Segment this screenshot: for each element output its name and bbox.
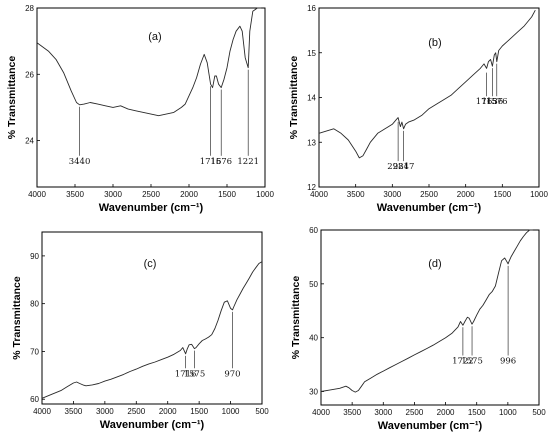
y-tick-label: 14	[307, 94, 316, 103]
x-tick-label: 3500	[65, 407, 83, 416]
x-tick-label: 2500	[142, 190, 160, 199]
x-tick-label: 1500	[493, 190, 511, 199]
panel-label-b: (b)	[428, 37, 441, 49]
x-tick-label: 500	[532, 408, 546, 417]
chart-panel-b: 4000 3500 3000 2500 2000 1500 1000 12 13 14 15 16 Wa…	[288, 4, 548, 214]
x-tick-label: 2000	[457, 190, 475, 199]
x-tick-label: 4000	[310, 190, 328, 199]
y-tick-label: 16	[307, 4, 316, 13]
chart-panel-c: 4000 3500 3000 2500 2000 1500 1000 500 60 70 80 90 W…	[11, 231, 269, 431]
y-tick-label: 80	[30, 300, 39, 309]
y-axis-title: % Transmittance	[6, 56, 18, 140]
x-tick-label: 3500	[347, 190, 365, 199]
peak-label-2847: 2847	[393, 162, 415, 172]
y-tick-label: 15	[307, 49, 316, 58]
y-axis-title: % Transmittance	[288, 56, 300, 140]
x-tick-label: 2500	[406, 408, 424, 417]
y-tick-label: 60	[30, 395, 39, 404]
y-tick-label: 28	[25, 4, 34, 13]
x-tick-label: 2500	[420, 190, 438, 199]
peak-label-2921: 2921	[387, 162, 409, 172]
peak-label-1576: 1576	[210, 157, 232, 167]
peak-label-1716: 1716	[175, 369, 197, 379]
panel-label-a: (a)	[148, 31, 161, 43]
x-tick-label: 500	[255, 407, 269, 416]
peak-label-1722: 1722	[452, 357, 474, 367]
y-axis-title: % Transmittance	[290, 276, 302, 360]
peak-label-1221: 1221	[237, 157, 259, 167]
peak-label-1715: 1715	[476, 97, 498, 107]
x-tick-label: 4000	[33, 407, 51, 416]
y-tick-label: 90	[30, 252, 39, 261]
y-axis-title: % Transmittance	[11, 276, 23, 360]
x-tick-label: 3000	[374, 408, 392, 417]
spectrum-line-b	[318, 9, 536, 159]
x-tick-label: 2000	[437, 408, 455, 417]
x-tick-label: 4000	[312, 408, 330, 417]
panel-label-d: (d)	[428, 258, 441, 270]
chart-panel-d: 4000 3500 3000 2500 2000 1500 1000 500 30 40 50 60 W…	[290, 226, 546, 432]
peak-label-1576: 1576	[486, 97, 508, 107]
x-axis-title: Wavenumber (cm⁻¹)	[377, 202, 482, 214]
peak-label-1575: 1575	[184, 369, 206, 379]
x-tick-label: 1500	[218, 190, 236, 199]
plot-frame	[41, 231, 263, 405]
y-tick-label: 30	[309, 388, 318, 397]
y-tick-label: 40	[309, 334, 318, 343]
x-tick-label: 3000	[96, 407, 114, 416]
x-tick-label: 3500	[343, 408, 361, 417]
spectrum-line-a	[36, 7, 262, 117]
x-axis-title: Wavenumber (cm⁻¹)	[99, 202, 204, 214]
y-tick-label: 50	[309, 280, 318, 289]
y-tick-label: 12	[307, 183, 316, 192]
x-axis-title: Wavenumber (cm⁻¹)	[378, 420, 483, 432]
peak-label-3440: 3440	[69, 157, 91, 167]
spectrum-line-d	[320, 229, 533, 393]
peak-label-970: 970	[224, 369, 240, 379]
peak-label-1636: 1636	[482, 97, 504, 107]
spectrum-line-c	[41, 261, 263, 399]
x-tick-label: 2000	[159, 407, 177, 416]
x-tick-label: 3000	[383, 190, 401, 199]
plot-frame	[320, 229, 540, 406]
x-tick-label: 1000	[256, 190, 274, 199]
peak-label-996: 996	[500, 357, 516, 367]
y-tick-label: 24	[25, 137, 34, 146]
y-tick-label: 13	[307, 138, 316, 147]
peak-label-1575: 1575	[461, 357, 483, 367]
x-tick-label: 3500	[66, 190, 84, 199]
peak-label-1716: 1716	[200, 157, 222, 167]
x-tick-label: 3000	[104, 190, 122, 199]
panel-label-c: (c)	[144, 258, 157, 270]
y-tick-label: 26	[25, 70, 34, 79]
x-tick-label: 1000	[222, 407, 240, 416]
x-tick-label: 2500	[127, 407, 145, 416]
x-tick-label: 1500	[468, 408, 486, 417]
y-tick-label: 70	[30, 347, 39, 356]
x-tick-label: 1000	[499, 408, 517, 417]
x-tick-label: 2000	[180, 190, 198, 199]
x-tick-label: 4000	[28, 190, 46, 199]
x-tick-label: 1500	[190, 407, 208, 416]
chart-panel-a: 4000 3500 3000 2500 2000 1500 1000 24 26 28 Wavenu…	[6, 4, 274, 214]
y-tick-label: 60	[309, 226, 318, 235]
x-tick-label: 1000	[530, 190, 548, 199]
x-axis-title: Wavenumber (cm⁻¹)	[100, 419, 205, 431]
